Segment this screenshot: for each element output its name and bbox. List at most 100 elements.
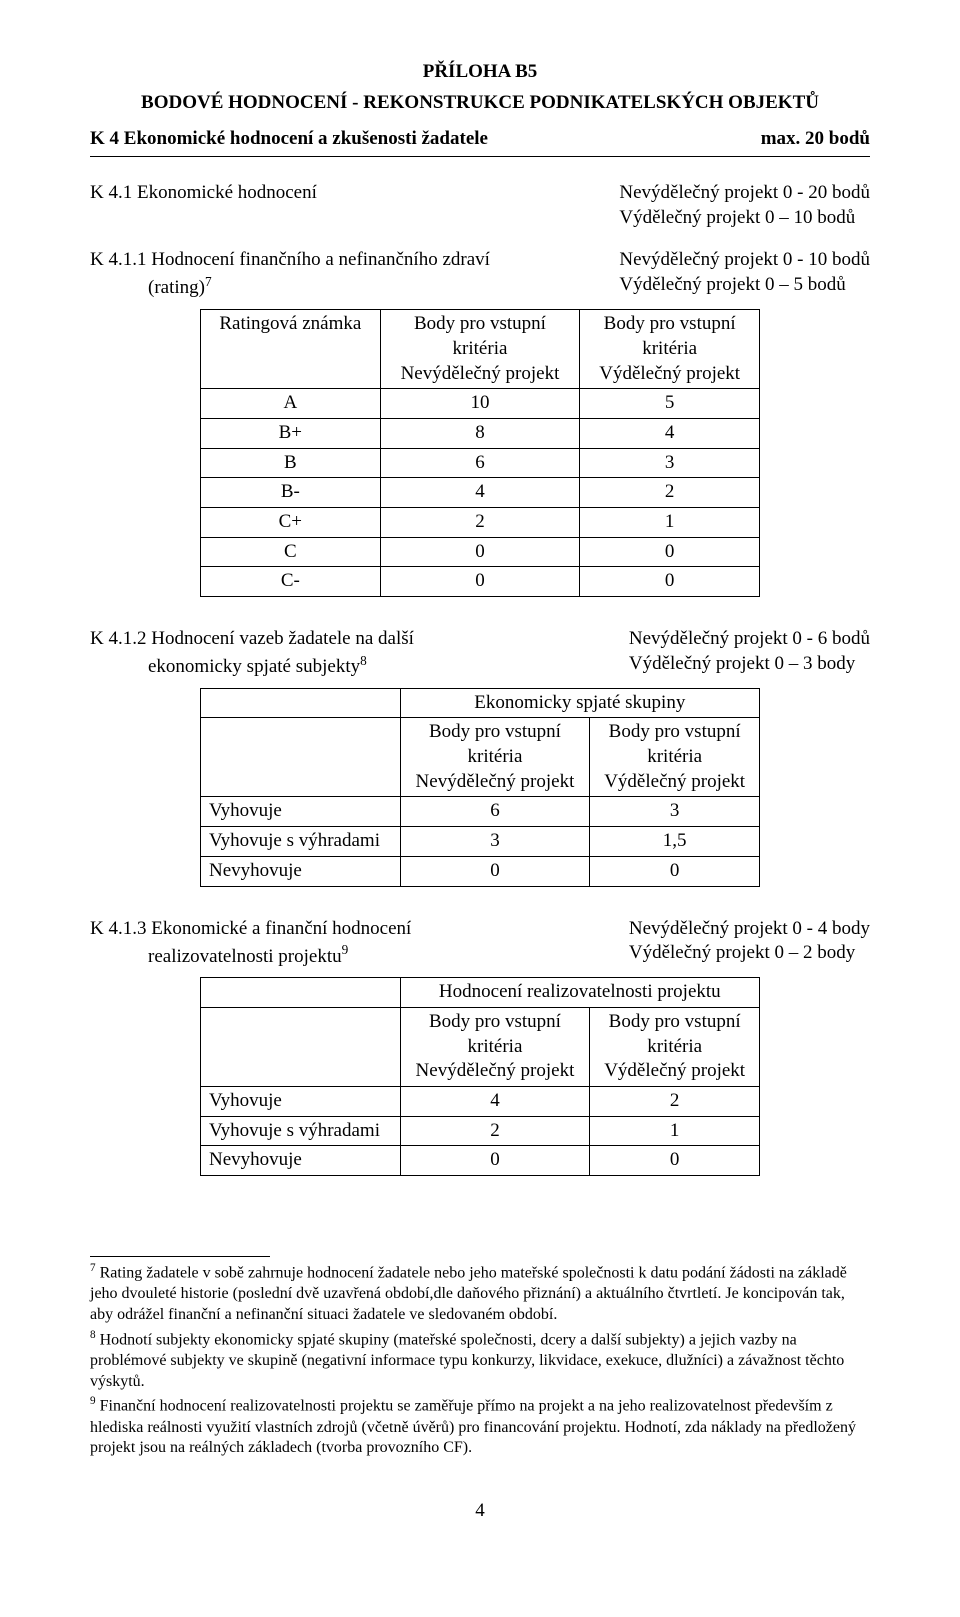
attachment-title: PŘÍLOHA B5 — [90, 60, 870, 85]
t3-blank2 — [201, 1007, 401, 1086]
t3-r0-n: 4 — [400, 1086, 590, 1116]
k412-sup: 8 — [360, 653, 367, 668]
k412-label-line2: ekonomicky spjaté subjekty — [90, 656, 360, 677]
feasibility-table: Hodnocení realizovatelnosti projektu Bod… — [200, 977, 760, 1176]
t1-h2a: Body pro vstupní — [414, 313, 546, 334]
t1-h3c: Výdělečný projekt — [599, 363, 740, 384]
t1-r6-g: C- — [201, 567, 381, 597]
t1-r4-v: 1 — [580, 507, 760, 537]
k413-sup: 9 — [342, 942, 349, 957]
t1-r0-n: 10 — [380, 389, 580, 419]
t3-r2-g: Nevyhovuje — [201, 1146, 401, 1176]
k412-right-2: Výdělečný projekt 0 – 3 body — [629, 652, 870, 677]
footnote-8: Hodnotí subjekty ekonomicky spjaté skupi… — [90, 1331, 844, 1390]
t2-r1-v: 1,5 — [590, 827, 760, 857]
t1-r1-g: B+ — [201, 418, 381, 448]
k41-label: K 4.1 Ekonomické hodnocení — [90, 181, 619, 230]
t2-h2c: Nevýdělečný projekt — [416, 771, 575, 792]
document-title: BODOVÉ HODNOCENÍ - REKONSTRUKCE PODNIKAT… — [90, 91, 870, 116]
t2-r2-g: Nevyhovuje — [201, 856, 401, 886]
t1-r2-v: 3 — [580, 448, 760, 478]
k412-label-line1: K 4.1.2 Hodnocení vazeb žadatele na dalš… — [90, 627, 589, 652]
t3-r1-g: Vyhovuje s výhradami — [201, 1116, 401, 1146]
t1-r3-n: 4 — [380, 478, 580, 508]
k412-label-line2-wrap: ekonomicky spjaté subjekty8 — [90, 652, 589, 680]
t1-r3-g: B- — [201, 478, 381, 508]
t3-blank — [201, 978, 401, 1008]
t3-r1-v: 1 — [590, 1116, 760, 1146]
t2-blank2 — [201, 718, 401, 797]
t1-r1-n: 8 — [380, 418, 580, 448]
k41-right-2: Výdělečný projekt 0 – 10 bodů — [619, 206, 870, 231]
footnote-9: Finanční hodnocení realizovatelnosti pro… — [90, 1398, 856, 1457]
k413-right-2: Výdělečný projekt 0 – 2 body — [629, 941, 870, 966]
t3-h2: Body pro vstupní kritéria Nevýdělečný pr… — [400, 1007, 590, 1086]
k413-label-line1: K 4.1.3 Ekonomické a finanční hodnocení — [90, 917, 589, 942]
t2-r2-v: 0 — [590, 856, 760, 886]
page-number: 4 — [90, 1499, 870, 1524]
k413-label-line2-wrap: realizovatelnosti projektu9 — [90, 941, 589, 969]
divider — [90, 156, 870, 157]
k411-label-line1: K 4.1.1 Hodnocení finančního a nefinančn… — [90, 248, 579, 273]
t1-r0-g: A — [201, 389, 381, 419]
t3-h2a: Body pro vstupní — [429, 1011, 561, 1032]
t1-r1-v: 4 — [580, 418, 760, 448]
t2-r1-n: 3 — [400, 827, 590, 857]
t1-h3: Body pro vstupní kritéria Výdělečný proj… — [580, 310, 760, 389]
t3-h2c: Nevýdělečný projekt — [416, 1060, 575, 1081]
t1-r4-n: 2 — [380, 507, 580, 537]
k4-heading-right: max. 20 bodů — [761, 127, 870, 152]
t1-h2c: Nevýdělečný projekt — [401, 363, 560, 384]
k411-right-2: Výdělečný projekt 0 – 5 bodů — [619, 273, 870, 298]
t2-r2-n: 0 — [400, 856, 590, 886]
t3-h2b: kritéria — [468, 1036, 523, 1057]
footnote-divider — [90, 1256, 270, 1257]
k411-right-1: Nevýdělečný projekt 0 - 10 bodů — [619, 248, 870, 273]
t2-r1-g: Vyhovuje s výhradami — [201, 827, 401, 857]
t3-title: Hodnocení realizovatelnosti projektu — [400, 978, 759, 1008]
linked-groups-table: Ekonomicky spjaté skupiny Body pro vstup… — [200, 688, 760, 887]
t2-h2: Body pro vstupní kritéria Nevýdělečný pr… — [400, 718, 590, 797]
k411-label-line2-wrap: (rating)7 — [90, 273, 579, 301]
t2-h2a: Body pro vstupní — [429, 721, 561, 742]
t3-h3: Body pro vstupní kritéria Výdělečný proj… — [590, 1007, 760, 1086]
k41-right-1: Nevýdělečný projekt 0 - 20 bodů — [619, 181, 870, 206]
t1-r5-g: C — [201, 537, 381, 567]
t3-h3b: kritéria — [647, 1036, 702, 1057]
t1-h2: Body pro vstupní kritéria Nevýdělečný pr… — [380, 310, 580, 389]
t2-h2b: kritéria — [468, 746, 523, 767]
t1-r5-v: 0 — [580, 537, 760, 567]
t3-r0-v: 2 — [590, 1086, 760, 1116]
k413-right-1: Nevýdělečný projekt 0 - 4 body — [629, 917, 870, 942]
t1-r6-n: 0 — [380, 567, 580, 597]
t2-h3: Body pro vstupní kritéria Výdělečný proj… — [590, 718, 760, 797]
t1-r4-g: C+ — [201, 507, 381, 537]
t2-h3a: Body pro vstupní — [609, 721, 741, 742]
t1-h3a: Body pro vstupní — [604, 313, 736, 334]
t2-blank — [201, 688, 401, 718]
t3-r2-v: 0 — [590, 1146, 760, 1176]
t2-r0-n: 6 — [400, 797, 590, 827]
t3-r1-n: 2 — [400, 1116, 590, 1146]
t2-r0-v: 3 — [590, 797, 760, 827]
t1-r6-v: 0 — [580, 567, 760, 597]
t3-h3a: Body pro vstupní — [609, 1011, 741, 1032]
k411-sup: 7 — [205, 274, 212, 289]
k4-heading-left: K 4 Ekonomické hodnocení a zkušenosti ža… — [90, 127, 488, 152]
footnote-7: Rating žadatele v sobě zahrnuje hodnocen… — [90, 1264, 847, 1323]
k412-right-1: Nevýdělečný projekt 0 - 6 bodů — [629, 627, 870, 652]
t1-r0-v: 5 — [580, 389, 760, 419]
t2-h3b: kritéria — [647, 746, 702, 767]
t3-r2-n: 0 — [400, 1146, 590, 1176]
t1-r2-n: 6 — [380, 448, 580, 478]
footnotes: 7 Rating žadatele v sobě zahrnuje hodnoc… — [90, 1256, 870, 1459]
t3-r0-g: Vyhovuje — [201, 1086, 401, 1116]
t2-title: Ekonomicky spjaté skupiny — [400, 688, 759, 718]
t3-h3c: Výdělečný projekt — [604, 1060, 745, 1081]
k411-label-line2: (rating) — [90, 277, 205, 298]
t2-r0-g: Vyhovuje — [201, 797, 401, 827]
rating-table: Ratingová známka Body pro vstupní kritér… — [200, 309, 760, 597]
t1-r2-g: B — [201, 448, 381, 478]
t1-h1: Ratingová známka — [201, 310, 381, 389]
t1-h3b: kritéria — [642, 338, 697, 359]
